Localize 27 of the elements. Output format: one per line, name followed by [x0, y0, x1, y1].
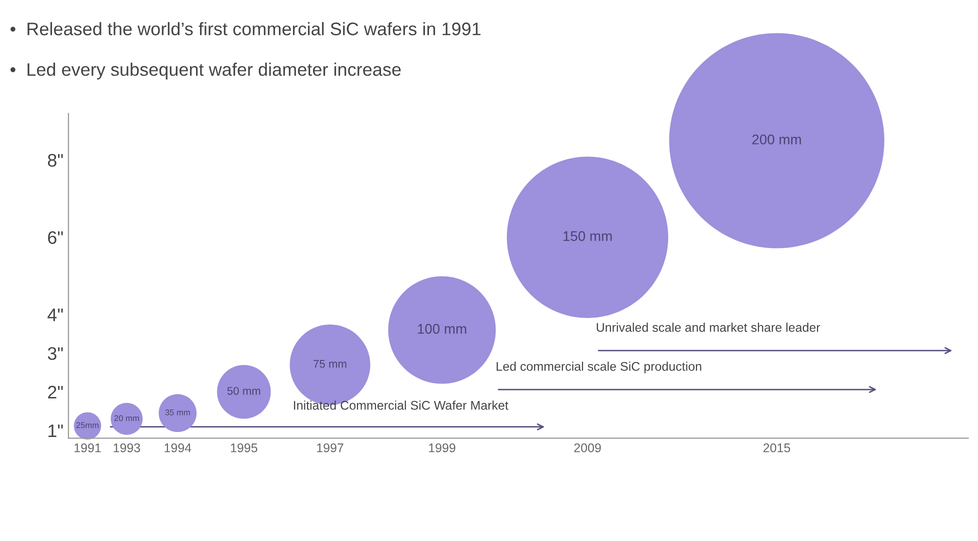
chart-subtitle: • Led every subsequent wafer diameter increase — [10, 62, 401, 80]
x-tick-label: 2015 — [763, 443, 790, 452]
x-tick-label: 1994 — [164, 443, 192, 452]
x-tick-label: 1999 — [429, 443, 456, 452]
x-tick-label: 2009 — [574, 443, 601, 452]
x-tick-label: 1997 — [317, 443, 344, 452]
y-tick-label: 4" — [48, 308, 63, 322]
annotation: 150 mm — [564, 231, 612, 241]
annotation: 100 mm — [418, 324, 466, 334]
chart-title: • Released the world’s first commercial SiC wafers in 1991 — [10, 22, 481, 36]
annotation: Unrivaled scale and market share leader — [596, 322, 820, 332]
annotation: 35 mm — [165, 409, 190, 416]
annotation: 200 mm — [752, 134, 801, 144]
annotation: 75 mm — [314, 360, 346, 368]
annotation: 50 mm — [227, 386, 260, 395]
y-tick-label: 2" — [48, 386, 63, 398]
y-tick-label: 8" — [48, 154, 63, 167]
x-tick-label: 1993 — [114, 443, 140, 452]
annotation: 20 mm — [114, 415, 139, 422]
annotation: 25mm — [76, 422, 99, 428]
annotation: Led commercial scale SiC production — [496, 362, 702, 374]
y-tick-label: 3" — [48, 347, 63, 360]
y-tick-label: 1" — [48, 424, 63, 438]
annotation: Initiated Commercial SiC Wafer Market — [294, 400, 508, 410]
y-tick-label: 6" — [48, 231, 63, 244]
x-tick-label: 1991 — [74, 443, 101, 452]
x-tick-label: 1995 — [230, 443, 258, 452]
